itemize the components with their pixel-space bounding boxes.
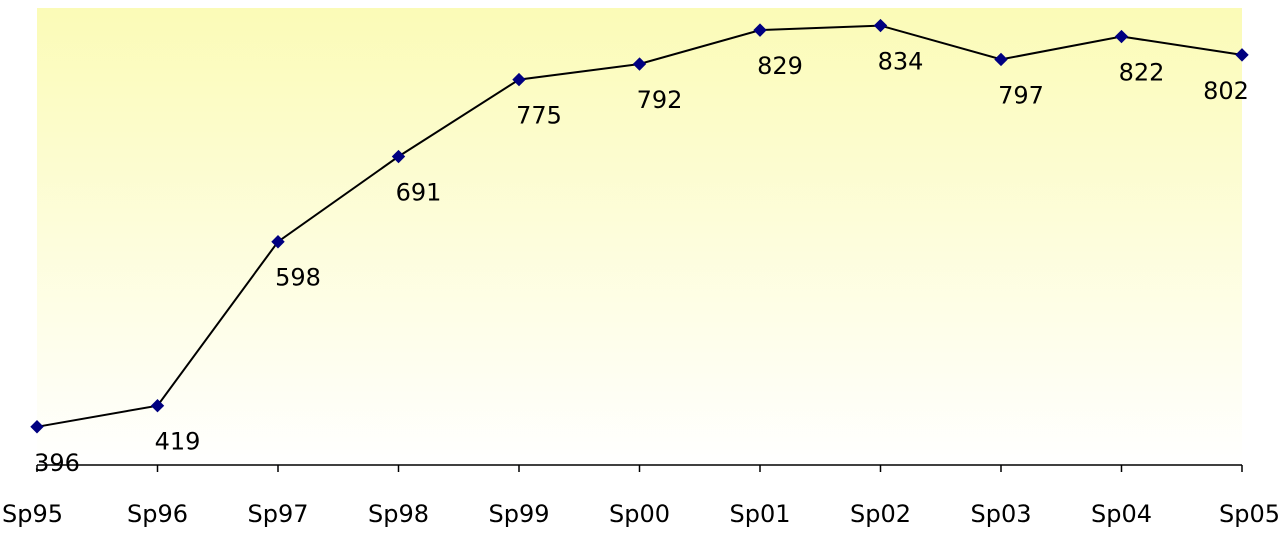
data-point-marker [632, 57, 647, 71]
data-label: 396 [34, 449, 80, 477]
data-point-marker [391, 149, 406, 164]
data-label: 822 [1119, 59, 1165, 87]
data-point-marker [994, 52, 1008, 67]
data-point-marker [512, 72, 526, 87]
x-tick-label: Sp97 [247, 500, 308, 528]
x-tick-label: Sp01 [729, 500, 790, 528]
x-axis [36, 464, 1243, 472]
data-label: 792 [637, 86, 683, 114]
x-tick-label: Sp04 [1091, 500, 1152, 528]
data-point-marker [30, 420, 44, 434]
data-point-marker [1235, 48, 1249, 62]
x-tick-label: Sp05 [1219, 500, 1280, 528]
x-tick-label: Sp03 [970, 500, 1031, 528]
data-label-group: 396 419 598 691 775 792 829 834 797 822 802 [34, 48, 1249, 477]
data-point-marker [150, 398, 165, 413]
data-label: 802 [1203, 77, 1249, 105]
data-point-marker [271, 235, 285, 249]
data-label: 829 [757, 52, 803, 80]
data-label: 834 [878, 48, 924, 76]
tick-label-group: Sp95 Sp96 Sp97 Sp98 Sp99 Sp00 Sp01 Sp02 Sp03 Sp04… [2, 500, 1280, 528]
plot-area [37, 8, 1242, 465]
x-tick-label: Sp02 [850, 500, 911, 528]
data-label: 598 [275, 264, 321, 292]
data-label: 419 [155, 428, 201, 456]
x-tick-label: Sp00 [609, 500, 670, 528]
x-tick-label: Sp99 [488, 500, 549, 528]
data-label: 691 [396, 179, 442, 207]
data-label: 775 [516, 102, 562, 130]
x-tick-label: Sp95 [2, 500, 63, 528]
data-label: 797 [998, 81, 1044, 109]
marker-group [30, 18, 1249, 434]
data-point-marker [873, 18, 888, 33]
data-point-marker [1114, 29, 1129, 44]
data-point-marker [753, 23, 767, 37]
x-tick-label: Sp98 [368, 500, 429, 528]
x-tick-label: Sp96 [127, 500, 188, 528]
